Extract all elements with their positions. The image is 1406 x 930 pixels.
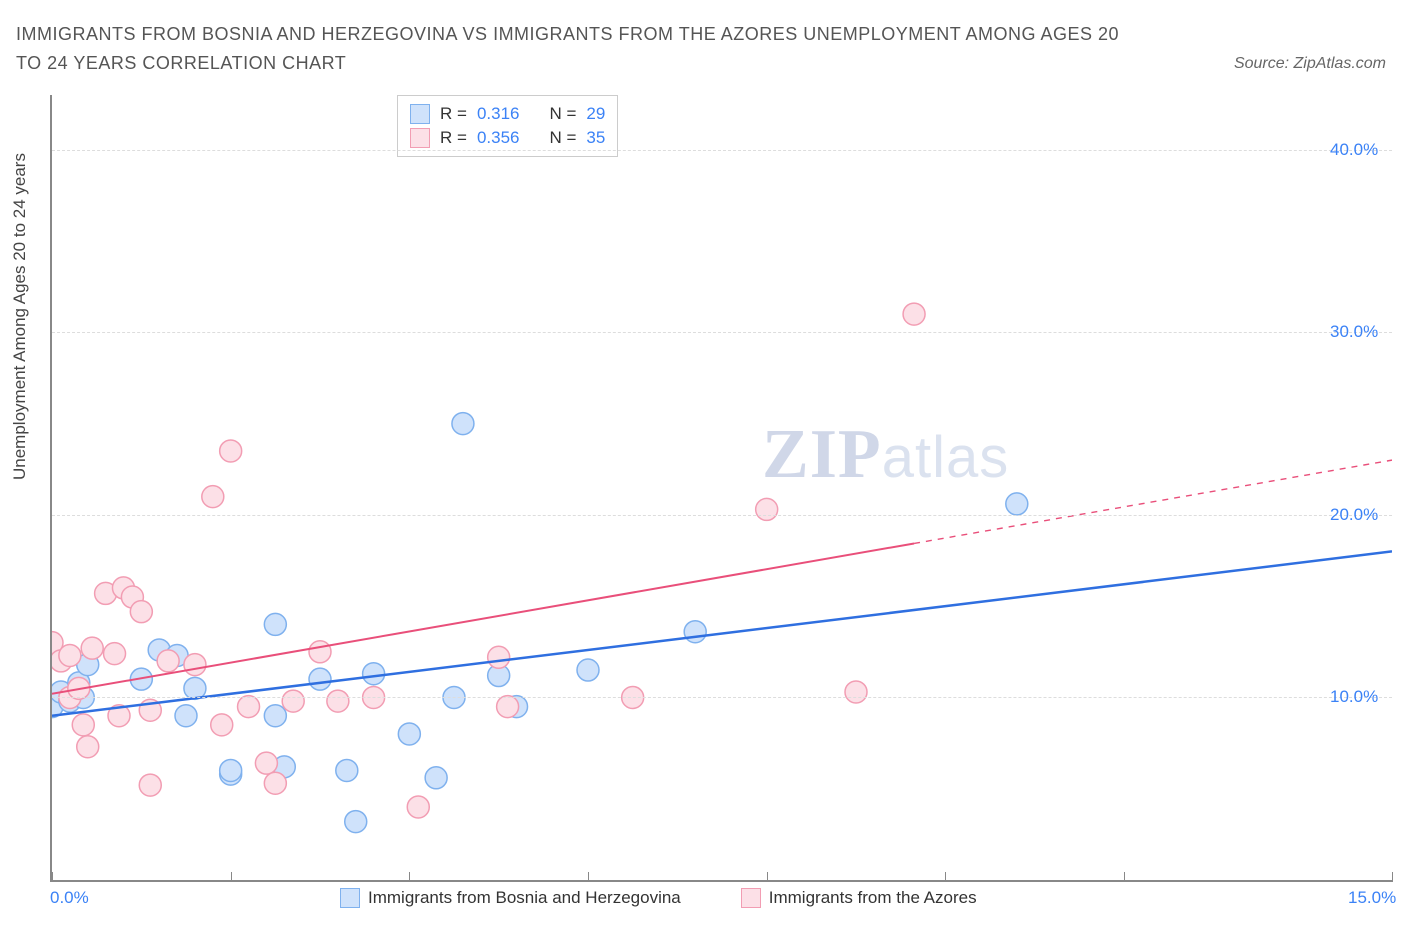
scatter-point-bosnia — [398, 723, 420, 745]
legend-swatch-bosnia — [340, 888, 360, 908]
scatter-point-azores — [72, 714, 94, 736]
legend-bottom-item-azores: Immigrants from the Azores — [741, 888, 977, 908]
x-tick-mark — [1124, 872, 1125, 882]
scatter-point-azores — [139, 774, 161, 796]
plot-area: ZIPatlas R =0.316N =29R =0.356N =35 — [50, 95, 1392, 882]
trendline-azores-dashed — [914, 460, 1392, 543]
x-tick-mark — [231, 872, 232, 882]
scatter-point-azores — [59, 644, 81, 666]
scatter-point-bosnia — [425, 767, 447, 789]
x-tick-mark — [1392, 872, 1393, 882]
x-tick-mark — [52, 872, 53, 882]
x-tick-mark — [588, 872, 589, 882]
gridline — [52, 515, 1392, 516]
scatter-point-azores — [202, 486, 224, 508]
x-tick-mark — [409, 872, 410, 882]
scatter-point-bosnia — [175, 705, 197, 727]
chart-container: IMMIGRANTS FROM BOSNIA AND HERZEGOVINA V… — [0, 0, 1406, 930]
scatter-point-bosnia — [577, 659, 599, 681]
scatter-point-azores — [104, 643, 126, 665]
scatter-point-azores — [157, 650, 179, 672]
scatter-point-azores — [220, 440, 242, 462]
y-tick-label: 10.0% — [1330, 687, 1378, 707]
legend-bottom-item-bosnia: Immigrants from Bosnia and Herzegovina — [340, 888, 681, 908]
scatter-point-bosnia — [452, 413, 474, 435]
x-tick-mark — [767, 872, 768, 882]
scatter-point-azores — [255, 752, 277, 774]
scatter-point-azores — [264, 772, 286, 794]
gridline — [52, 697, 1392, 698]
gridline — [52, 332, 1392, 333]
y-tick-label: 40.0% — [1330, 140, 1378, 160]
legend-bottom-label: Immigrants from Bosnia and Herzegovina — [368, 888, 681, 908]
x-tick-label: 15.0% — [1348, 888, 1396, 908]
y-tick-label: 30.0% — [1330, 322, 1378, 342]
x-tick-mark — [945, 872, 946, 882]
y-axis-label: Unemployment Among Ages 20 to 24 years — [10, 153, 30, 480]
source-label: Source: ZipAtlas.com — [1234, 55, 1386, 73]
scatter-point-azores — [903, 303, 925, 325]
scatter-point-azores — [756, 498, 778, 520]
scatter-point-bosnia — [1006, 493, 1028, 515]
scatter-point-bosnia — [309, 668, 331, 690]
scatter-point-bosnia — [336, 759, 358, 781]
scatter-point-azores — [497, 696, 519, 718]
scatter-point-azores — [488, 646, 510, 668]
scatter-point-azores — [309, 641, 331, 663]
scatter-point-bosnia — [220, 759, 242, 781]
gridline — [52, 150, 1392, 151]
trendline-azores — [52, 543, 914, 693]
scatter-point-azores — [407, 796, 429, 818]
scatter-point-bosnia — [264, 613, 286, 635]
chart-title: IMMIGRANTS FROM BOSNIA AND HERZEGOVINA V… — [16, 20, 1136, 78]
scatter-point-azores — [184, 654, 206, 676]
scatter-point-azores — [845, 681, 867, 703]
x-tick-label: 0.0% — [50, 888, 89, 908]
legend-bottom: Immigrants from Bosnia and Herzegovina Im… — [340, 888, 977, 908]
scatter-point-bosnia — [363, 663, 385, 685]
scatter-point-bosnia — [684, 621, 706, 643]
scatter-point-azores — [77, 736, 99, 758]
scatter-point-bosnia — [264, 705, 286, 727]
plot-svg — [52, 95, 1392, 880]
scatter-point-azores — [130, 601, 152, 623]
y-tick-label: 20.0% — [1330, 505, 1378, 525]
legend-swatch-azores — [741, 888, 761, 908]
scatter-point-azores — [282, 690, 304, 712]
scatter-point-azores — [81, 637, 103, 659]
legend-bottom-label: Immigrants from the Azores — [769, 888, 977, 908]
scatter-point-bosnia — [345, 811, 367, 833]
scatter-point-azores — [238, 696, 260, 718]
scatter-point-azores — [327, 690, 349, 712]
scatter-point-azores — [211, 714, 233, 736]
